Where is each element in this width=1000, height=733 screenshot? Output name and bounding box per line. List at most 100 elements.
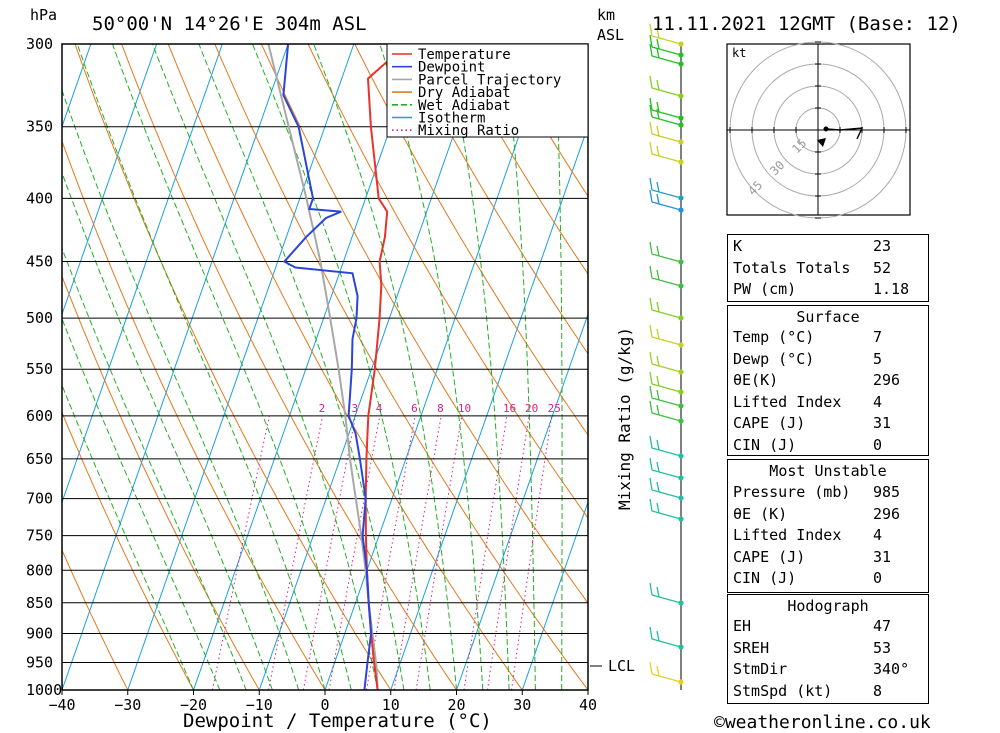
wind-barb-flag [649,351,653,365]
table-row: StmDir 340° [728,659,928,680]
mixing-ratio-tick: 16 [503,402,516,415]
table-title: Surface [796,308,860,326]
table-row: Lifted Index 4 [728,525,928,546]
mixing-ratio-line [211,415,270,690]
row-label: θE(K) [733,371,779,389]
wind-barb-flag [649,34,653,48]
dry-adiabat [62,549,129,690]
row-value: 31 [873,414,892,432]
mixing-ratio-axis-label: Mixing Ratio (g/kg) [615,327,634,510]
wind-barb-flag [649,104,653,118]
wind-barb-shaft [651,673,682,683]
wind-barb-flag [656,27,660,39]
row-value: 53 [873,638,892,657]
wind-barb-flag [649,324,653,338]
dry-adiabat [400,44,588,355]
x-tick-label: 20 [447,696,465,714]
pressure-tick: 500 [26,309,53,327]
table-row: θE (K) 296 [728,504,928,525]
row-label: CIN (J) [733,435,797,454]
wet-adiabat [62,317,221,690]
dry-adiabat [121,44,457,690]
row-value: 985 [873,483,901,501]
wind-barb-flag [656,193,660,205]
wind-barb-shaft [651,253,682,263]
wind-barb-flag [656,181,660,193]
surface-table: Surface Temp (°C) 7 Dewp (°C) 5 θE(K) 296 Lifte… [727,305,929,456]
location-title: 50°00'N 14°26'E 304m ASL [92,13,367,35]
asl-label: ASL [597,26,624,44]
pressure-tick: 750 [26,527,53,545]
row-value: 4 [873,392,883,411]
wind-barb-shaft [651,412,682,422]
wind-barb-flag [656,586,660,598]
row-label: K [733,237,743,255]
row-label: PW (cm) [733,280,797,298]
pressure-tick: 800 [26,561,53,579]
mixing-ratio-line [393,415,442,690]
isotherm-line [193,44,421,690]
mixing-ratio-tick: 4 [376,402,383,415]
row-value: 296 [873,504,901,523]
wet-adiabat [313,44,457,690]
most-unstable-table: Most Unstable Pressure (mb) 985 θE (K) 296 Li… [727,459,929,593]
wind-barb-shaft [651,46,682,56]
hodograph-start-point [823,126,829,132]
wind-barb-flag [649,43,653,57]
pressure-tick: 700 [26,490,53,508]
wind-barb-flag [656,461,660,473]
wind-barb-flag [656,665,660,677]
wind-barb-shaft [651,309,682,319]
row-label: Totals Totals [733,258,851,277]
row-label: EH [733,617,752,635]
wind-barb-flag [649,582,653,596]
dry-adiabat [354,44,588,436]
table-row: K 23 [728,236,928,257]
wind-barb-flag [649,241,653,255]
wind-barb-flag [649,97,653,111]
mixing-ratio-tick: 6 [411,402,418,415]
dry-adiabat [961,44,1000,690]
pressure-tick: 350 [26,118,53,136]
wind-barb-flag [649,297,653,311]
mixing-ratio-line [302,415,356,690]
wind-barb-flag [656,101,660,113]
wind-barb-flag [649,400,653,414]
pressure-tick: 300 [26,35,53,53]
wind-barb-flag [656,404,660,416]
wind-barb-flag [649,177,653,191]
wind-barb-flag [649,435,653,449]
pressure-tick: 450 [26,253,53,271]
wind-barb-flag [649,626,653,640]
table-row: CIN (J) 0 [728,568,928,589]
wind-barb-shaft [651,201,682,211]
legend-entry: Dewpoint [418,60,485,76]
wind-barb-flag [649,265,653,279]
isotherm-line [62,44,289,690]
wind-barb-shaft [651,469,682,479]
mixing-ratio-tick: 10 [458,402,471,415]
wind-barb-shaft [651,153,682,163]
row-value: 4 [873,526,883,544]
mixing-ratio-line [463,415,508,690]
wind-barb-flag [656,502,660,514]
row-label: CAPE (J) [733,414,806,432]
row-label: CIN (J) [733,569,797,587]
pressure-tick: 900 [26,624,53,642]
wind-barb-flag [656,328,660,340]
mixing-ratio-tick: 2 [319,402,326,415]
table-row: SREH 53 [728,638,928,659]
km-label: km [597,6,615,24]
table-row: StmSpd (kt) 8 [728,681,928,702]
legend-entry: Dry Adiabat [418,85,511,101]
x-tick-label: −20 [180,696,207,714]
wind-barb-flag [656,47,660,59]
parcel-trajectory-series [267,44,379,690]
pressure-tick: 600 [26,407,53,425]
table-row: EH 47 [728,616,928,637]
table-title: Hodograph [787,597,869,615]
wet-adiabat [76,44,326,690]
row-value: 8 [873,681,883,700]
row-value: 7 [873,328,883,346]
